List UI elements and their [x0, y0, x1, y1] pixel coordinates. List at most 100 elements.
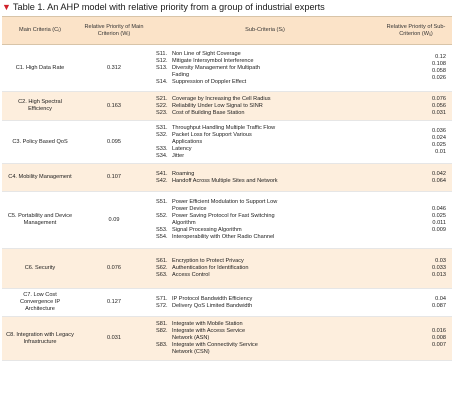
- sub-criterion-text: Roaming: [172, 170, 195, 177]
- table-body: C1. High Data Rate 0.312 S11. Non Line of S…: [2, 45, 452, 361]
- sub-criterion: S42. Handoff Across Multiple Sites and Ne…: [156, 178, 278, 185]
- sub-criterion-text: Network (ASN): [172, 335, 210, 341]
- sub-criterion-code: S53.: [156, 227, 168, 233]
- header-main-priority: Relative Priority of Main Criterion (Wᵢ): [84, 23, 144, 37]
- sub-priority-list: 0.076 0.056 0.031: [380, 92, 452, 120]
- sub-priority-value: 0.03: [435, 258, 446, 264]
- sub-priority-value: 0.056: [432, 102, 446, 109]
- sub-criterion-code: S61.: [156, 258, 168, 264]
- sub-criterion-code: [156, 72, 172, 79]
- sub-criterion-code: S14.: [156, 78, 168, 85]
- sub-criterion: S34. Jitter: [156, 153, 184, 160]
- sub-criterion-code: S13.: [156, 64, 168, 71]
- caption-text: Table 1. An AHP model with relative prio…: [12, 2, 325, 12]
- sub-priority-value: 0.12: [435, 54, 446, 60]
- sub-criterion-code: [156, 139, 172, 146]
- sub-priority-value: 0.025: [432, 142, 446, 148]
- table-row: C8. Integration with Legacy Infrastructu…: [2, 317, 452, 361]
- main-priority: 0.163: [107, 102, 121, 109]
- main-criterion: C5. Portability and Device Management: [7, 213, 73, 226]
- sub-priority-value: 0.058: [432, 68, 446, 74]
- sub-criterion: Algorithm: [156, 220, 196, 227]
- sub-criterion-code: S21.: [156, 95, 168, 102]
- sub-criterion: S61. Encryption to Protect Privacy: [156, 258, 244, 265]
- main-criterion: C2. High Spectral Efficiency: [18, 99, 62, 112]
- sub-criterion-text: Delivery QoS Limited Bandwidth: [172, 302, 253, 309]
- sub-criterion-code: S42.: [156, 177, 168, 184]
- table-row: C3. Policy Based QoS 0.095 S31. Throughput …: [2, 121, 452, 164]
- sub-criterion-code: S54.: [156, 234, 168, 240]
- sub-criterion-text: Signal Processing Algorithm: [172, 227, 242, 233]
- sub-criterion: S14. Suppression of Doppler Effect: [156, 79, 246, 86]
- caption-triangle-icon: ▼: [2, 2, 11, 12]
- sub-priority-value: 0.033: [432, 265, 446, 271]
- sub-criterion-code: S23.: [156, 109, 168, 116]
- header-sub-criteria: Sub-Criteria (Sᵢ): [245, 27, 285, 33]
- sub-criterion: S12. Mitigate Intersymbol Interference: [156, 58, 253, 65]
- sub-criterion-text: Latency: [172, 145, 192, 152]
- sub-criterion-text: Access Control: [172, 272, 210, 278]
- sub-priority-value: 0.108: [432, 61, 446, 67]
- sub-criterion: S81. Integrate with Mobile Station: [156, 321, 243, 328]
- sub-criterion-text: Algorithm: [172, 220, 196, 226]
- table-row: C5. Portability and Device Management 0.0…: [2, 192, 452, 249]
- sub-criterion-text: Throughput Handling Multiple Traffic Flo…: [172, 124, 276, 131]
- table-row: C6. Security 0.076 S61. Encryption to Prote…: [2, 249, 452, 289]
- sub-criterion-text: Power Efficient Modulation to Support Lo…: [172, 199, 278, 205]
- sub-criterion-text: Power Saving Protocol for Fast Switching: [172, 213, 275, 219]
- table-header: Main Criteria (Cᵢ) Relative Priority of …: [2, 16, 452, 45]
- header-sub-priority: Relative Priority of Sub-Criterion (Wᵢⱼ): [386, 23, 446, 37]
- sub-criterion: S31. Throughput Handling Multiple Traffic…: [156, 125, 275, 132]
- sub-criterion-code: S72.: [156, 302, 168, 309]
- main-priority: 0.107: [107, 174, 121, 180]
- sub-criterion-code: S31.: [156, 124, 168, 131]
- sub-criterion-text: Cost of Building Base Station: [172, 109, 245, 116]
- sub-criterion-code: S82.: [156, 328, 168, 334]
- sub-criterion: S72. Delivery QoS Limited Bandwidth: [156, 303, 252, 310]
- sub-criterion: Applications: [156, 139, 202, 146]
- sub-priority-value: 0.007: [432, 342, 446, 348]
- sub-criterion-text: Suppression of Doppler Effect: [172, 78, 247, 85]
- sub-criterion-code: S22.: [156, 102, 168, 109]
- main-criterion: C8. Integration with Legacy Infrastructu…: [6, 331, 74, 345]
- sub-priority-list: 0.12 0.108 0.058 0.026: [380, 45, 452, 91]
- sub-criteria-list: S11. Non Line of Sight Coverage S12. Mitiga…: [150, 45, 380, 91]
- sub-criterion: S54. Interoperability with Other Radio Ch…: [156, 234, 274, 241]
- table-caption: ▼ Table 1. An AHP model with relative pri…: [2, 0, 452, 14]
- sub-priority-value: 0.04: [435, 295, 446, 302]
- sub-criterion-code: S41.: [156, 170, 168, 177]
- table-row: C7. Low Cost Convergence IP Architecture…: [2, 289, 452, 317]
- sub-criterion-text: Reliability Under Low Signal to SINR: [172, 102, 263, 109]
- sub-criterion: S83. Integrate with Connectivity Service: [156, 342, 258, 349]
- sub-priority-value: 0.031: [432, 109, 446, 116]
- sub-criterion-code: [156, 220, 172, 227]
- sub-criterion-text: Power Device: [172, 206, 207, 212]
- sub-criterion-text: Integrate with Connectivity Service: [172, 342, 258, 348]
- sub-priority-list: 0.016 0.008 0.007: [380, 317, 452, 360]
- main-priority: 0.076: [107, 265, 121, 271]
- sub-priority-list: 0.03 0.033 0.013: [380, 249, 452, 288]
- table-row: C4. Mobility Management 0.107 S41. Roaming S…: [2, 164, 452, 192]
- sub-priority-value: 0.064: [432, 177, 446, 184]
- sub-criteria-list: S51. Power Efficient Modulation to Suppor…: [150, 192, 380, 248]
- sub-criterion-code: [156, 349, 172, 356]
- sub-criterion-code: [156, 335, 172, 342]
- sub-priority-value: 0.026: [432, 75, 446, 81]
- sub-criterion-text: Packet Loss for Support Various: [172, 131, 252, 138]
- sub-criterion-text: Fading: [172, 71, 190, 78]
- sub-criteria-list: S31. Throughput Handling Multiple Traffic…: [150, 121, 380, 163]
- sub-criterion: Network (ASN): [156, 335, 209, 342]
- sub-priority-value: 0.016: [432, 328, 446, 334]
- sub-criterion: S13. Diversity Management for Multipath: [156, 65, 260, 72]
- sub-criterion-code: S51.: [156, 199, 168, 205]
- sub-criterion-text: Applications: [172, 138, 203, 145]
- sub-priority-value: 0.009: [432, 227, 446, 233]
- header-main-criteria: Main Criteria (Cᵢ): [19, 27, 61, 33]
- sub-priority-value: 0.011: [432, 220, 446, 226]
- sub-criterion: S52. Power Saving Protocol for Fast Switc…: [156, 213, 275, 220]
- sub-priority-value: 0.008: [432, 335, 446, 341]
- sub-criterion-code: [156, 206, 172, 213]
- sub-criterion-text: Coverage by Increasing the Cell Radius: [172, 95, 271, 102]
- sub-criteria-list: S41. Roaming S42. Handoff Across Multiple S…: [150, 164, 380, 191]
- sub-criterion-code: S71.: [156, 295, 168, 302]
